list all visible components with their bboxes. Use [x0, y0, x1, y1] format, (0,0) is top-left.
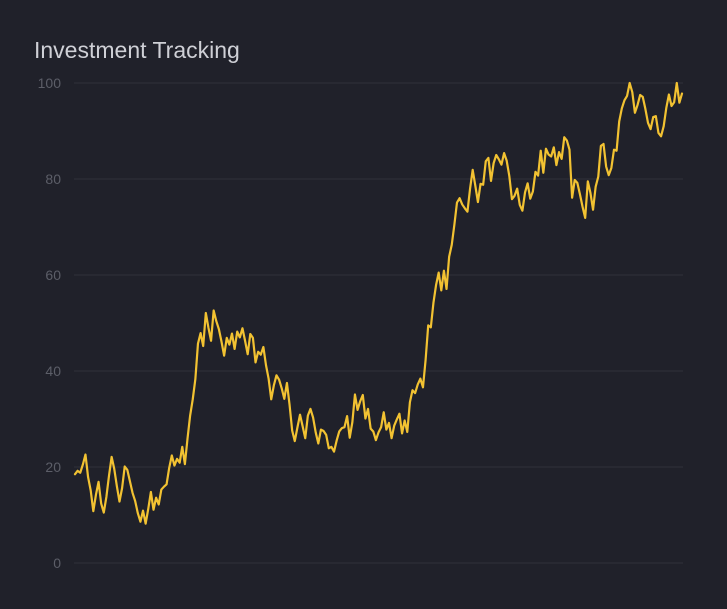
series-layer	[73, 81, 684, 525]
grid-layer	[74, 82, 683, 564]
y-tick-label-40: 40	[45, 363, 61, 379]
y-tick-label-0: 0	[53, 555, 61, 571]
y-axis-ticks: 0 20 40 60 80 100	[38, 75, 62, 571]
y-tick-label-60: 60	[45, 267, 61, 283]
series-line-0	[73, 81, 684, 525]
y-tick-label-20: 20	[45, 459, 61, 475]
y-tick-label-100: 100	[38, 75, 62, 91]
chart-title: Investment Tracking	[34, 37, 240, 63]
y-tick-label-80: 80	[45, 171, 61, 187]
